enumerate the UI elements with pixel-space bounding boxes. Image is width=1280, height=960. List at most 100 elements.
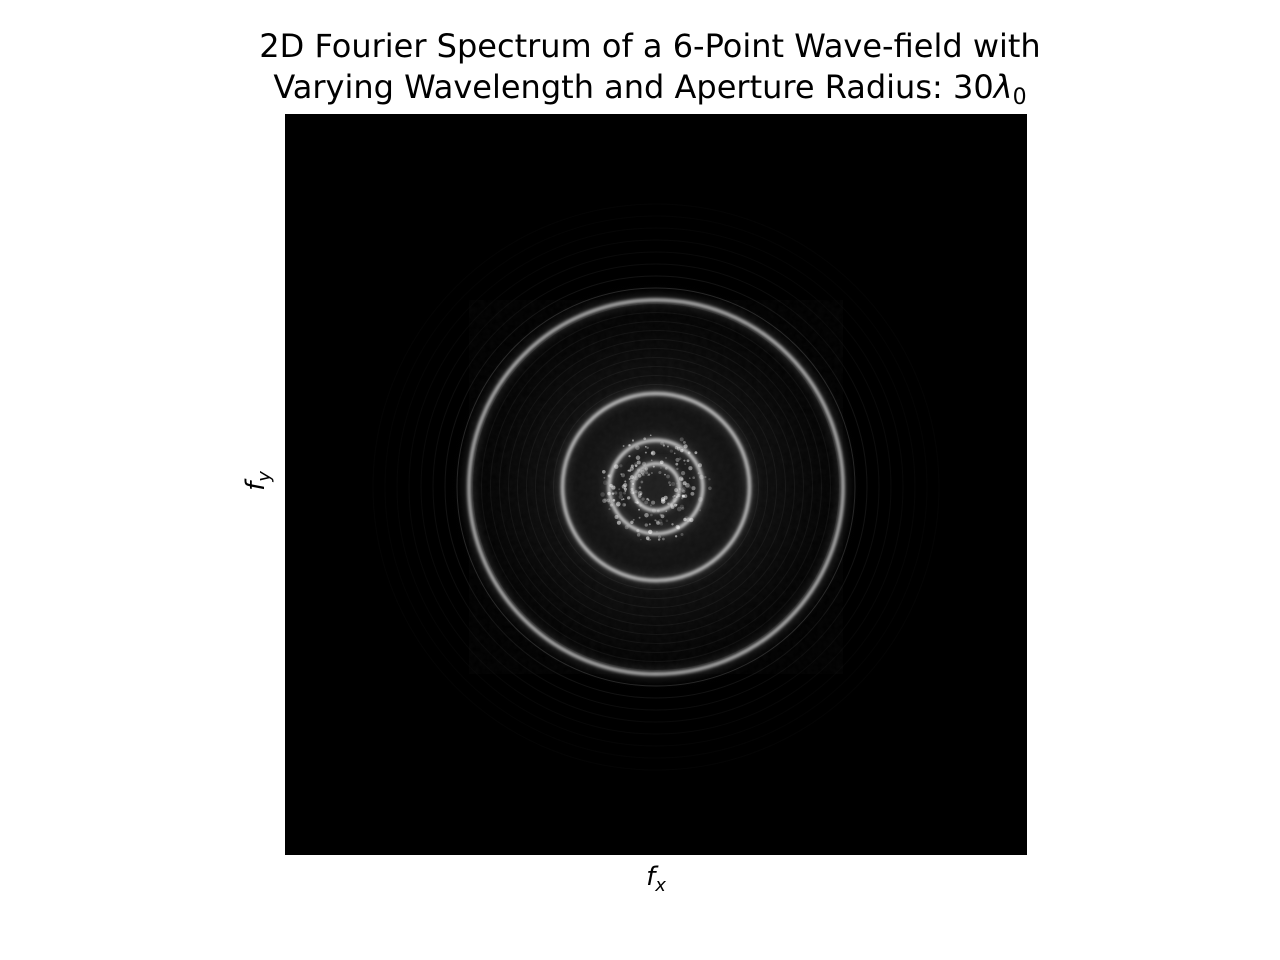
speckle-40 xyxy=(624,480,627,483)
speckle-43 xyxy=(611,485,616,490)
speckle-82 xyxy=(641,473,644,476)
chart-title-line-2: Varying Wavelength and Aperture Radius: … xyxy=(0,67,1280,110)
speckle-124 xyxy=(641,461,647,466)
speckle-56 xyxy=(630,487,634,491)
speckle-26 xyxy=(674,488,679,493)
speckle-139 xyxy=(640,469,645,475)
speckle-186 xyxy=(611,492,615,495)
speckle-169 xyxy=(660,441,665,446)
speckle-111 xyxy=(708,486,712,491)
speckle-197 xyxy=(670,503,674,508)
speckle-167 xyxy=(678,457,682,460)
speckle-174 xyxy=(636,468,641,472)
speckle-83 xyxy=(615,501,621,507)
speckle-128 xyxy=(630,520,634,524)
inner-ripple-ring-4 xyxy=(526,357,786,617)
speckle-172 xyxy=(644,451,647,454)
x-axis-label-sub: x xyxy=(655,875,666,896)
speckle-100 xyxy=(679,504,684,509)
speckle-158 xyxy=(627,444,630,447)
speckle-159 xyxy=(670,481,676,487)
speckle-200 xyxy=(687,451,691,455)
speckle-9 xyxy=(628,477,631,481)
speckle-133 xyxy=(639,504,642,507)
speckle-211 xyxy=(681,487,686,491)
speckle-13 xyxy=(669,502,673,507)
lambda-subscript: 0 xyxy=(1012,85,1027,110)
speckle-179 xyxy=(697,472,700,475)
speckle-54 xyxy=(664,467,668,470)
speckle-42 xyxy=(602,498,607,504)
spectrum-svg xyxy=(285,114,1027,855)
speckle-182 xyxy=(656,521,660,525)
spectrum-image xyxy=(285,114,1027,855)
speckle-59 xyxy=(635,498,639,502)
speckle-138 xyxy=(682,440,686,444)
speckle-115 xyxy=(647,474,649,477)
speckle-150 xyxy=(618,491,623,496)
speckle-192 xyxy=(602,480,608,486)
speckle-193 xyxy=(623,503,626,507)
speckle-109 xyxy=(632,518,635,521)
speckle-0 xyxy=(618,488,621,491)
speckle-152 xyxy=(647,473,651,476)
speckle-130 xyxy=(676,446,681,451)
speckle-35 xyxy=(612,498,616,502)
spectral-ring-2 xyxy=(561,392,751,582)
speckle-212 xyxy=(666,474,670,479)
speckle-80 xyxy=(619,464,623,468)
speckle-142 xyxy=(643,437,647,441)
speckle-132 xyxy=(623,491,627,495)
inner-ripple-ring-1 xyxy=(553,384,759,590)
speckle-140 xyxy=(655,519,658,522)
speckle-195 xyxy=(622,445,625,447)
speckle-201 xyxy=(632,491,635,495)
speckle-108 xyxy=(676,525,681,530)
speckle-20 xyxy=(640,480,644,484)
speckle-112 xyxy=(657,538,661,541)
speckle-66 xyxy=(650,513,653,517)
speckle-49 xyxy=(643,468,647,472)
speckle-147 xyxy=(659,460,664,465)
lambda-symbol: λ xyxy=(993,68,1013,106)
speckle-73 xyxy=(616,520,621,525)
inner-ripple-ring-10 xyxy=(472,303,840,671)
speckle-141 xyxy=(628,454,631,458)
speckle-135 xyxy=(644,500,649,505)
speckle-203 xyxy=(646,497,649,501)
speckle-16 xyxy=(609,503,613,507)
speckle-218 xyxy=(675,524,680,529)
speckle-95 xyxy=(686,459,690,463)
speckle-168 xyxy=(670,505,675,509)
speckle-36 xyxy=(646,446,649,450)
speckle-58 xyxy=(618,494,624,500)
speckle-191 xyxy=(659,513,662,517)
inner-ripple-ring-8 xyxy=(490,321,822,653)
speckle-10 xyxy=(638,508,641,511)
speckle-122 xyxy=(609,483,613,488)
speckle-53 xyxy=(636,533,641,537)
speckle-143 xyxy=(614,464,619,469)
speckle-177 xyxy=(676,482,678,485)
ripple-ring-3 xyxy=(432,263,880,711)
speckle-8 xyxy=(680,532,684,537)
speckle-76 xyxy=(681,494,685,498)
speckle-15 xyxy=(680,477,684,481)
speckle-86 xyxy=(680,488,685,492)
speckle-74 xyxy=(607,500,611,504)
speckle-207 xyxy=(603,498,608,502)
speckle-88 xyxy=(637,473,642,478)
speckle-63 xyxy=(694,451,698,455)
speckle-184 xyxy=(640,472,643,475)
speckle-199 xyxy=(639,493,642,496)
speckle-145 xyxy=(669,484,672,487)
speckle-70 xyxy=(620,473,623,476)
speckle-38 xyxy=(665,510,668,513)
speckle-205 xyxy=(683,444,688,449)
speckle-208 xyxy=(691,486,696,491)
speckle-89 xyxy=(678,488,681,490)
speckle-206 xyxy=(657,519,663,524)
speckle-64 xyxy=(665,456,667,459)
speckle-77 xyxy=(669,449,674,453)
speckle-214 xyxy=(607,474,611,478)
